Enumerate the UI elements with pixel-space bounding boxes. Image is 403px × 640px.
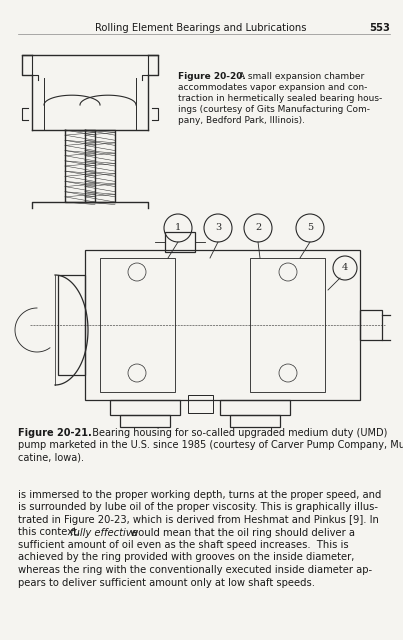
Text: traction in hermetically sealed bearing hous-: traction in hermetically sealed bearing … xyxy=(178,94,382,103)
Text: A small expansion chamber: A small expansion chamber xyxy=(236,72,364,81)
Text: achieved by the ring provided with grooves on the inside diameter,: achieved by the ring provided with groov… xyxy=(18,552,354,563)
Text: is surrounded by lube oil of the proper viscosity. This is graphically illus-: is surrounded by lube oil of the proper … xyxy=(18,502,378,513)
Text: pump marketed in the U.S. since 1985 (courtesy of Carver Pump Company, Mus-: pump marketed in the U.S. since 1985 (co… xyxy=(18,440,403,450)
Text: trated in Figure 20-23, which is derived from Heshmat and Pinkus [9]. In: trated in Figure 20-23, which is derived… xyxy=(18,515,379,525)
Bar xyxy=(165,232,195,252)
Text: Figure 20-20.: Figure 20-20. xyxy=(178,72,246,81)
Text: fully effective: fully effective xyxy=(71,527,138,538)
Bar xyxy=(58,275,85,375)
Text: would mean that the oil ring should deliver a: would mean that the oil ring should deli… xyxy=(127,527,355,538)
Bar xyxy=(85,250,360,400)
Bar xyxy=(230,415,280,427)
Bar xyxy=(120,415,170,427)
Text: is immersed to the proper working depth, turns at the proper speed, and: is immersed to the proper working depth,… xyxy=(18,490,381,500)
Bar xyxy=(100,258,175,392)
Bar xyxy=(250,258,325,392)
Text: 5: 5 xyxy=(307,223,313,232)
Text: 1: 1 xyxy=(175,223,181,232)
Text: whereas the ring with the conventionally executed inside diameter ap-: whereas the ring with the conventionally… xyxy=(18,565,372,575)
Text: Figure 20-21.: Figure 20-21. xyxy=(18,428,92,438)
Text: accommodates vapor expansion and con-: accommodates vapor expansion and con- xyxy=(178,83,368,92)
Text: pany, Bedford Park, Illinois).: pany, Bedford Park, Illinois). xyxy=(178,116,305,125)
Text: catine, Iowa).: catine, Iowa). xyxy=(18,452,84,462)
Text: 4: 4 xyxy=(342,264,348,273)
Bar xyxy=(188,395,213,413)
Text: pears to deliver sufficient amount only at low shaft speeds.: pears to deliver sufficient amount only … xyxy=(18,577,315,588)
Text: sufficient amount of oil even as the shaft speed increases.  This is: sufficient amount of oil even as the sha… xyxy=(18,540,349,550)
Bar xyxy=(220,400,290,415)
Bar xyxy=(360,310,382,340)
Text: ings (courtesy of Gits Manufacturing Com-: ings (courtesy of Gits Manufacturing Com… xyxy=(178,105,370,114)
Text: Rolling Element Bearings and Lubrications: Rolling Element Bearings and Lubrication… xyxy=(95,23,307,33)
Text: 2: 2 xyxy=(255,223,261,232)
Text: 553: 553 xyxy=(369,23,390,33)
Text: 3: 3 xyxy=(215,223,221,232)
Text: this context,: this context, xyxy=(18,527,83,538)
Bar xyxy=(110,400,180,415)
Text: Bearing housing for so-called upgraded medium duty (UMD): Bearing housing for so-called upgraded m… xyxy=(86,428,387,438)
